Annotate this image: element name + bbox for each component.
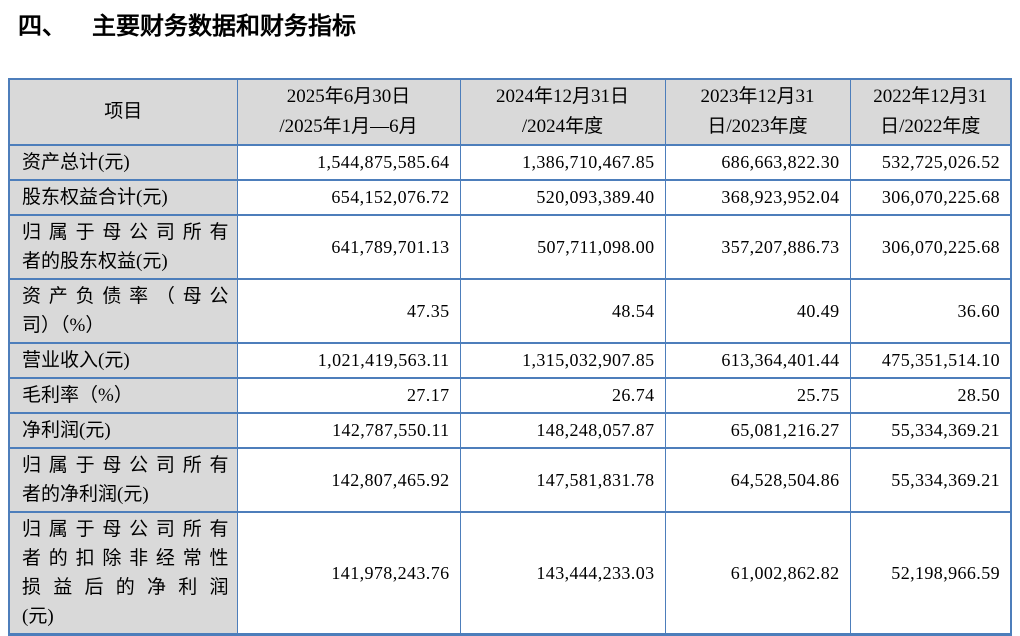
value-cell: 55,334,369.21 <box>849 412 1012 449</box>
table-row-parent-net-profit-excl-nonrecurring: 归属于母公司所有 者的扣除非经常性 损益后的净利润 (元) 141,978,24… <box>8 511 1012 636</box>
header-line: 2025年6月30日 <box>286 86 411 107</box>
table-row-gross-margin: 毛利率（%） 27.17 26.74 25.75 28.50 <box>8 377 1012 414</box>
value-cell: 142,807,465.92 <box>236 447 461 513</box>
header-line: 2024年12月31日 <box>495 86 629 107</box>
financial-data-table: 项目 2025年6月30日 /2025年1月—6月 2024年12月31日 /2… <box>8 78 1012 636</box>
row-label-line: 司）（%） <box>22 315 105 336</box>
value-cell: 55,334,369.21 <box>849 447 1012 513</box>
row-label-line: 资产总计(元) <box>22 152 130 173</box>
column-header-period-2024: 2024年12月31日 /2024年度 <box>459 78 666 146</box>
table-row-total-equity: 股东权益合计(元) 654,152,076.72 520,093,389.40 … <box>8 179 1012 216</box>
value-cell: 306,070,225.68 <box>849 179 1012 216</box>
column-header-period-2025: 2025年6月30日 /2025年1月—6月 <box>236 78 461 146</box>
header-line: 日/2023年度 <box>707 116 808 137</box>
table-row-net-profit: 净利润(元) 142,787,550.11 148,248,057.87 65,… <box>8 412 1012 449</box>
value-cell: 143,444,233.03 <box>459 511 666 636</box>
row-label-cell: 毛利率（%） <box>8 377 238 414</box>
value-cell: 1,544,875,585.64 <box>236 144 461 181</box>
column-header-item: 项目 <box>8 78 238 146</box>
column-header-period-2023: 2023年12月31 日/2023年度 <box>664 78 851 146</box>
row-label-line: 归属于母公司所有 <box>22 222 229 243</box>
value-cell: 654,152,076.72 <box>236 179 461 216</box>
value-cell: 613,364,401.44 <box>664 342 851 379</box>
table-row-parent-net-profit: 归属于母公司所有 者的净利润(元) 142,807,465.92 147,581… <box>8 447 1012 513</box>
header-line: /2025年1月—6月 <box>279 116 418 137</box>
value-cell: 368,923,952.04 <box>664 179 851 216</box>
table-row-total-assets: 资产总计(元) 1,544,875,585.64 1,386,710,467.8… <box>8 144 1012 181</box>
row-label-cell: 资产负债率（母公 司）（%） <box>8 278 238 344</box>
value-cell: 641,789,701.13 <box>236 214 461 280</box>
value-cell: 686,663,822.30 <box>664 144 851 181</box>
row-label-line: 者的净利润(元) <box>22 484 149 505</box>
table-row-parent-equity: 归属于母公司所有 者的股东权益(元) 641,789,701.13 507,71… <box>8 214 1012 280</box>
header-line: /2024年度 <box>521 116 604 137</box>
header-line: 日/2022年度 <box>880 116 981 137</box>
row-label-cell: 资产总计(元) <box>8 144 238 181</box>
value-cell: 507,711,098.00 <box>459 214 666 280</box>
value-cell: 1,315,032,907.85 <box>459 342 666 379</box>
row-label-cell: 归属于母公司所有 者的净利润(元) <box>8 447 238 513</box>
row-label-cell: 归属于母公司所有 者的股东权益(元) <box>8 214 238 280</box>
value-cell: 475,351,514.10 <box>849 342 1012 379</box>
value-cell: 48.54 <box>459 278 666 344</box>
row-label-line: (元) <box>22 606 54 627</box>
value-cell: 26.74 <box>459 377 666 414</box>
value-cell: 357,207,886.73 <box>664 214 851 280</box>
row-label-line: 损益后的净利润 <box>22 577 229 598</box>
row-label-line: 归属于母公司所有 <box>22 455 229 476</box>
value-cell: 25.75 <box>664 377 851 414</box>
section-number: 四、 <box>18 14 66 40</box>
value-cell: 1,021,419,563.11 <box>236 342 461 379</box>
table-header-row: 项目 2025年6月30日 /2025年1月—6月 2024年12月31日 /2… <box>8 78 1012 146</box>
row-label-line: 者的扣除非经常性 <box>22 548 229 569</box>
section-title: 四、 主要财务数据和财务指标 <box>18 12 1020 42</box>
value-cell: 141,978,243.76 <box>236 511 461 636</box>
value-cell: 142,787,550.11 <box>236 412 461 449</box>
value-cell: 306,070,225.68 <box>849 214 1012 280</box>
row-label-line: 资产负债率（母公 <box>22 286 229 307</box>
value-cell: 532,725,026.52 <box>849 144 1012 181</box>
table-row-debt-ratio: 资产负债率（母公 司）（%） 47.35 48.54 40.49 36.60 <box>8 278 1012 344</box>
header-line: 2023年12月31 <box>700 86 815 107</box>
row-label-line: 股东权益合计(元) <box>22 187 168 208</box>
value-cell: 52,198,966.59 <box>849 511 1012 636</box>
value-cell: 64,528,504.86 <box>664 447 851 513</box>
row-label-line: 净利润(元) <box>22 420 111 441</box>
row-label-cell: 归属于母公司所有 者的扣除非经常性 损益后的净利润 (元) <box>8 511 238 636</box>
row-label-line: 者的股东权益(元) <box>22 251 168 272</box>
row-label-cell: 股东权益合计(元) <box>8 179 238 216</box>
value-cell: 147,581,831.78 <box>459 447 666 513</box>
value-cell: 27.17 <box>236 377 461 414</box>
column-header-period-2022: 2022年12月31 日/2022年度 <box>849 78 1012 146</box>
value-cell: 36.60 <box>849 278 1012 344</box>
section-title-text: 主要财务数据和财务指标 <box>92 14 356 40</box>
value-cell: 520,093,389.40 <box>459 179 666 216</box>
value-cell: 28.50 <box>849 377 1012 414</box>
table-row-revenue: 营业收入(元) 1,021,419,563.11 1,315,032,907.8… <box>8 342 1012 379</box>
value-cell: 47.35 <box>236 278 461 344</box>
value-cell: 61,002,862.82 <box>664 511 851 636</box>
value-cell: 1,386,710,467.85 <box>459 144 666 181</box>
row-label-line: 营业收入(元) <box>22 350 130 371</box>
value-cell: 40.49 <box>664 278 851 344</box>
value-cell: 148,248,057.87 <box>459 412 666 449</box>
value-cell: 65,081,216.27 <box>664 412 851 449</box>
row-label-line: 归属于母公司所有 <box>22 519 229 540</box>
row-label-line: 毛利率（%） <box>22 385 133 406</box>
header-line: 2022年12月31 <box>873 86 988 107</box>
row-label-cell: 净利润(元) <box>8 412 238 449</box>
row-label-cell: 营业收入(元) <box>8 342 238 379</box>
